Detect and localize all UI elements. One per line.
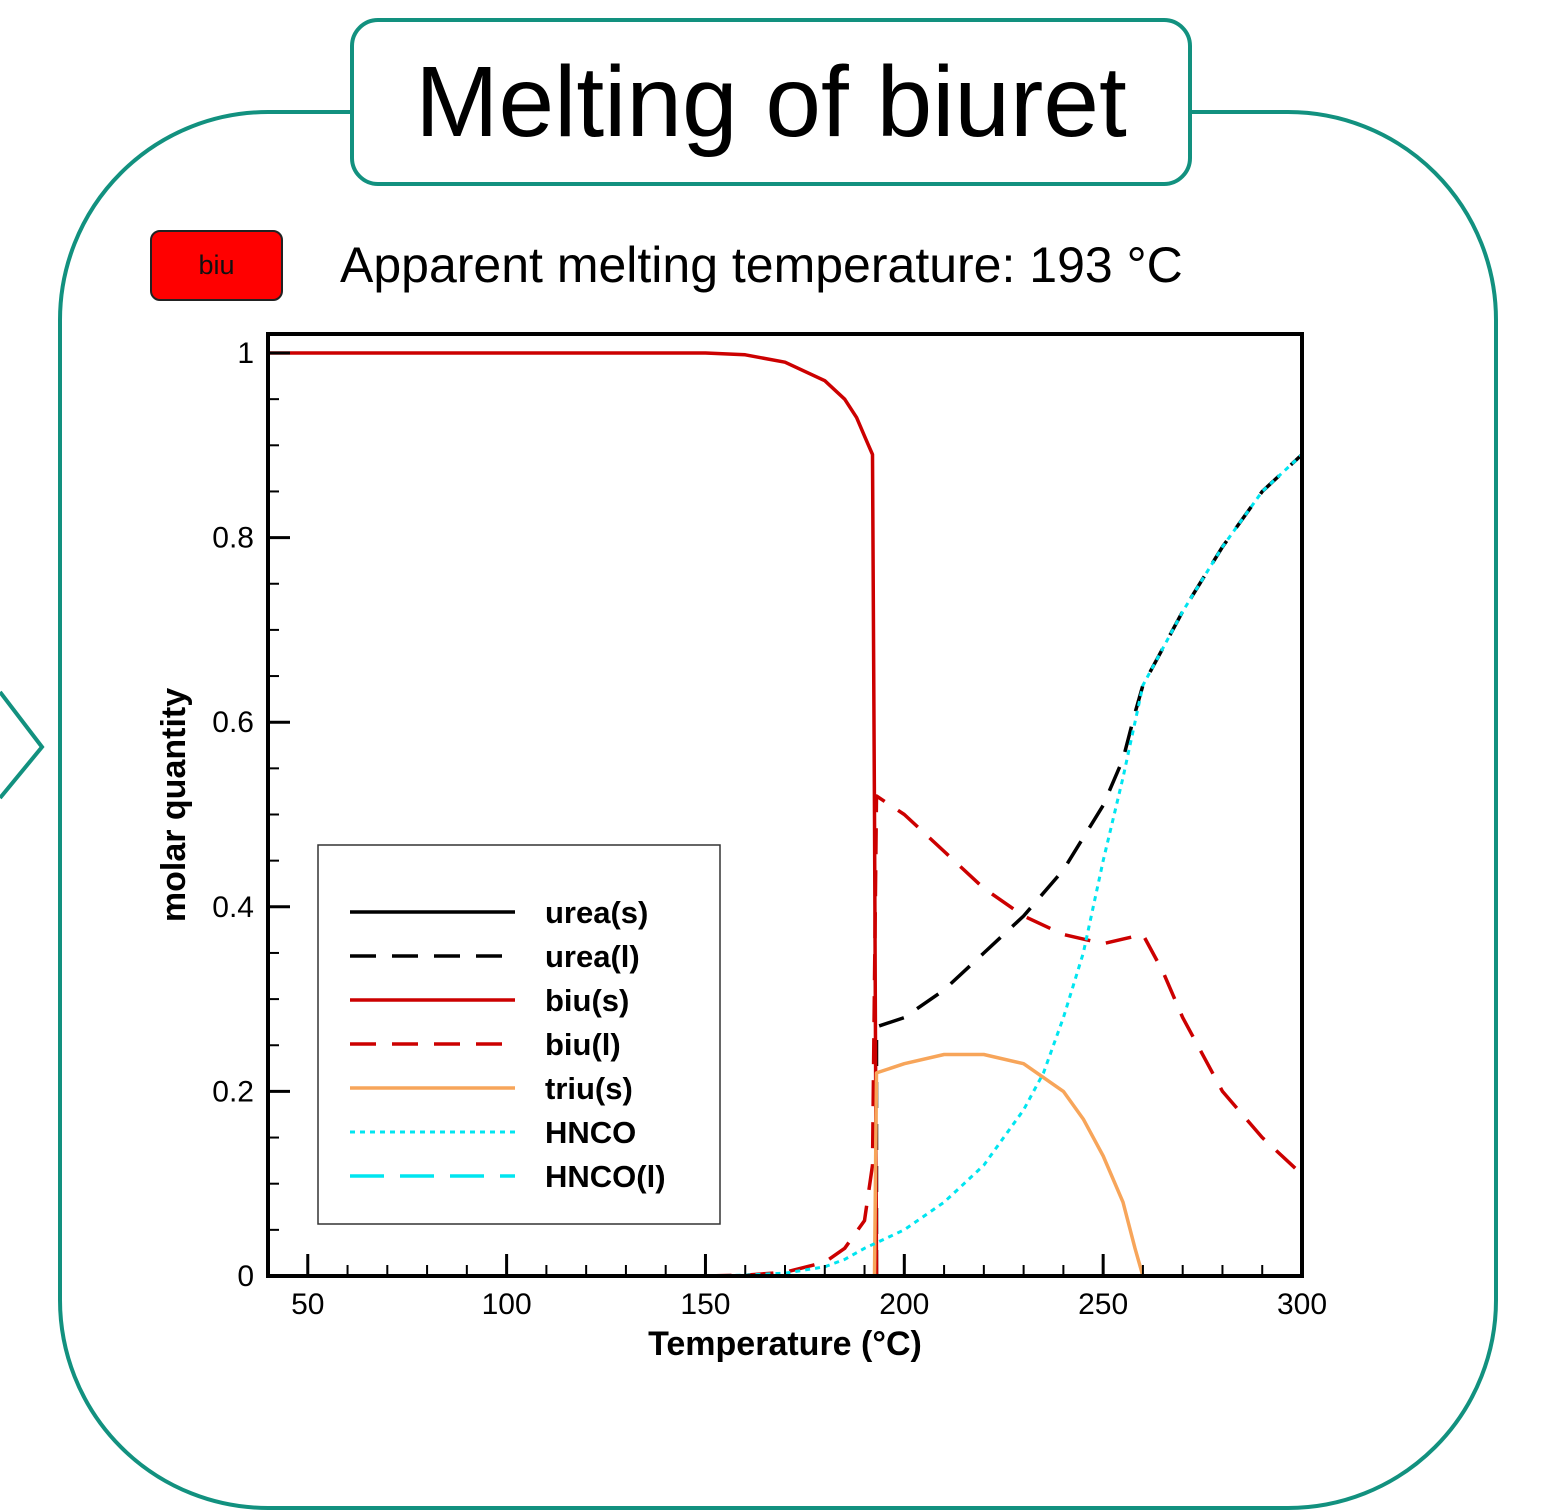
y-tick-label: 0.8 <box>212 522 254 555</box>
legend-label-biu-s: biu(s) <box>545 983 629 1018</box>
series-line-biu-l <box>706 796 1303 1276</box>
y-tick-label: 0.6 <box>212 706 254 739</box>
y-tick-label: 1 <box>237 337 254 370</box>
x-tick-label: 50 <box>291 1288 324 1321</box>
y-tick-label: 0 <box>237 1260 254 1293</box>
x-tick-label: 150 <box>680 1288 730 1321</box>
x-tick-label: 300 <box>1277 1288 1327 1321</box>
x-tick-label: 250 <box>1078 1288 1128 1321</box>
legend-label-triu-s: triu(s) <box>545 1071 633 1106</box>
x-axis-title: Temperature (°C) <box>648 1325 922 1363</box>
legend-label-hnco-l: HNCO(l) <box>545 1159 666 1194</box>
slide: Melting of biuret biu Apparent melting t… <box>0 0 1552 1394</box>
series-line-hnco <box>706 455 1303 1277</box>
series-line-urea-l <box>877 455 1303 1277</box>
y-tick-label: 0.4 <box>212 891 254 924</box>
x-tick-label: 200 <box>879 1288 929 1321</box>
y-tick-label: 0.2 <box>212 1075 254 1108</box>
legend: urea(s) urea(l) biu(s) biu(l) triu(s) HNCO HNC… <box>318 845 720 1224</box>
series-line-triu-s <box>706 1055 1143 1277</box>
legend-label-urea-l: urea(l) <box>545 939 640 974</box>
legend-label-biu-l: biu(l) <box>545 1027 621 1062</box>
legend-label-hnco: HNCO <box>545 1115 636 1150</box>
legend-label-urea-s: urea(s) <box>545 895 648 930</box>
y-axis-title: molar quantity <box>155 688 193 922</box>
x-tick-label: 100 <box>482 1288 532 1321</box>
